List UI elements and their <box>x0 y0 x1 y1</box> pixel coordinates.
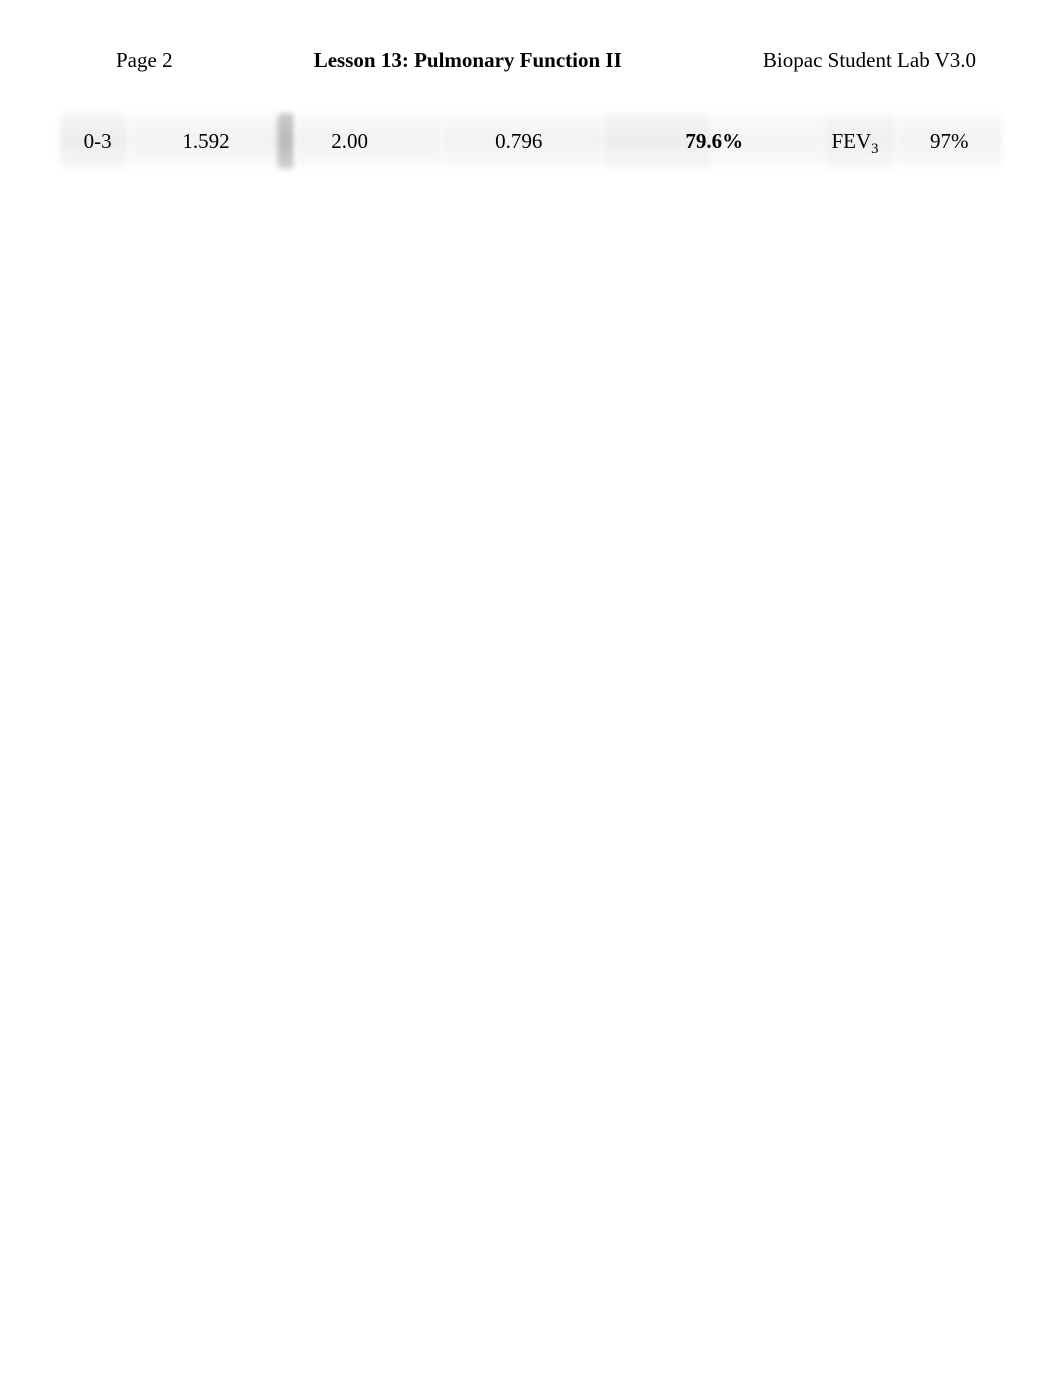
cell-value-3: 0.796 <box>423 129 615 154</box>
fev-subscript: 3 <box>871 141 878 157</box>
cell-time-range: 0-3 <box>60 129 135 154</box>
data-strip: 0-3 1.592 2.00 0.796 79.6% FEV3 97% <box>60 113 1002 169</box>
page-header: Page 2 Lesson 13: Pulmonary Function II … <box>88 48 986 73</box>
cell-percent-2: 97% <box>896 129 1002 154</box>
app-version: Biopac Student Lab V3.0 <box>763 48 986 73</box>
cell-fev-label: FEV3 <box>814 129 897 154</box>
cell-value-1: 1.592 <box>135 129 276 154</box>
lesson-title: Lesson 13: Pulmonary Function II <box>173 48 763 73</box>
table-row: 0-3 1.592 2.00 0.796 79.6% FEV3 97% <box>60 113 1002 169</box>
cell-value-2: 2.00 <box>277 129 423 154</box>
fev-base: FEV <box>831 129 871 153</box>
page-number: Page 2 <box>88 48 173 73</box>
page-container: Page 2 Lesson 13: Pulmonary Function II … <box>0 0 1062 169</box>
cell-percent-1: 79.6% <box>615 129 814 154</box>
